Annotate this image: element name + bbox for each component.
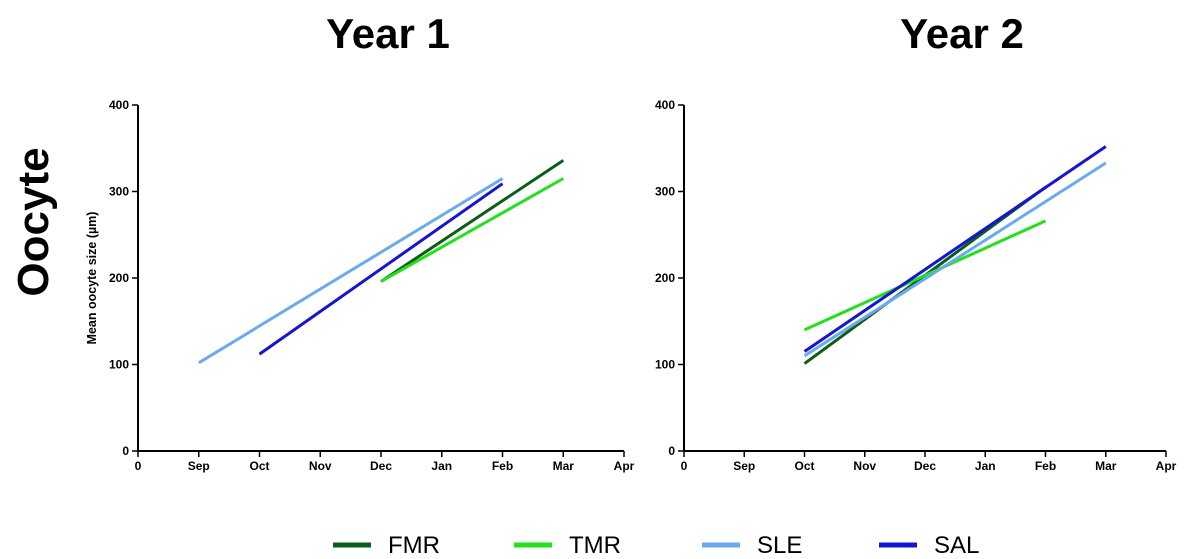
axes: 0 100 200 300 400 0 Sep Oct Nov Dec Jan Feb Mar Apr (109, 98, 635, 473)
legend-label: SAL (934, 532, 979, 559)
panel-year-2: Year 2 0 100 200 300 400 0 Sep Oct Nov Dec Jan Feb M… (655, 10, 1177, 473)
x-tick-label: Apr (1156, 459, 1177, 473)
panel-title: Year 1 (326, 10, 450, 57)
x-tick-label: Mar (1095, 459, 1117, 473)
x-tick-label: 0 (681, 459, 688, 473)
panel-year-1: Year 1 Mean oocyte size (µm) 0 100 200 300 4… (85, 10, 635, 473)
x-tick-label: Nov (309, 459, 332, 473)
series-line-fmr (380, 159, 565, 283)
legend-label: SLE (757, 532, 802, 559)
x-tick-label: Apr (614, 459, 635, 473)
x-tick-label: Feb (492, 459, 513, 473)
x-tick-label: Sep (188, 459, 210, 473)
x-tick-label: Jan (975, 459, 996, 473)
y-tick-label: 0 (122, 444, 129, 458)
y-tick-label: 100 (655, 358, 675, 372)
x-tick-label: 0 (135, 459, 142, 473)
panel-title: Year 2 (900, 10, 1024, 57)
x-tick-label: Nov (853, 459, 876, 473)
series-line-sle (803, 161, 1107, 358)
y-tick-label: 0 (668, 444, 675, 458)
x-tick-label: Feb (1035, 459, 1056, 473)
x-tick-label: Dec (914, 459, 936, 473)
series-group (803, 145, 1107, 365)
x-tick-label: Mar (553, 459, 575, 473)
y-tick-label: 300 (655, 185, 675, 199)
x-tick-label: Oct (249, 459, 269, 473)
y-tick-label: 400 (109, 98, 129, 112)
y-tick-label: 100 (109, 358, 129, 372)
legend-label: FMR (388, 532, 440, 559)
y-tick-label: 200 (109, 271, 129, 285)
series-line-tmr (803, 219, 1047, 332)
series-line-sal (258, 182, 504, 356)
series-line-tmr (380, 177, 565, 283)
legend-item-fmr: FMR (333, 532, 440, 559)
x-tick-label: Oct (794, 459, 814, 473)
x-tick-label: Sep (733, 459, 755, 473)
legend-item-sal: SAL (879, 532, 979, 559)
legend-item-tmr: TMR (514, 532, 621, 559)
series-line-sal (803, 145, 1107, 353)
legend-item-sle: SLE (702, 532, 802, 559)
axes: 0 100 200 300 400 0 Sep Oct Nov Dec Jan Feb Mar Apr (655, 98, 1177, 473)
y-axis-label: Mean oocyte size (µm) (85, 212, 99, 345)
y-tick-label: 200 (655, 271, 675, 285)
series-group (198, 159, 565, 365)
x-tick-label: Jan (431, 459, 452, 473)
row-label: Oocyte (9, 147, 58, 296)
y-tick-label: 300 (109, 185, 129, 199)
legend-label: TMR (569, 532, 621, 559)
y-tick-label: 400 (655, 98, 675, 112)
legend: FMR TMR SLE SAL (333, 532, 979, 559)
x-tick-label: Dec (370, 459, 392, 473)
series-line-sle (198, 177, 504, 365)
